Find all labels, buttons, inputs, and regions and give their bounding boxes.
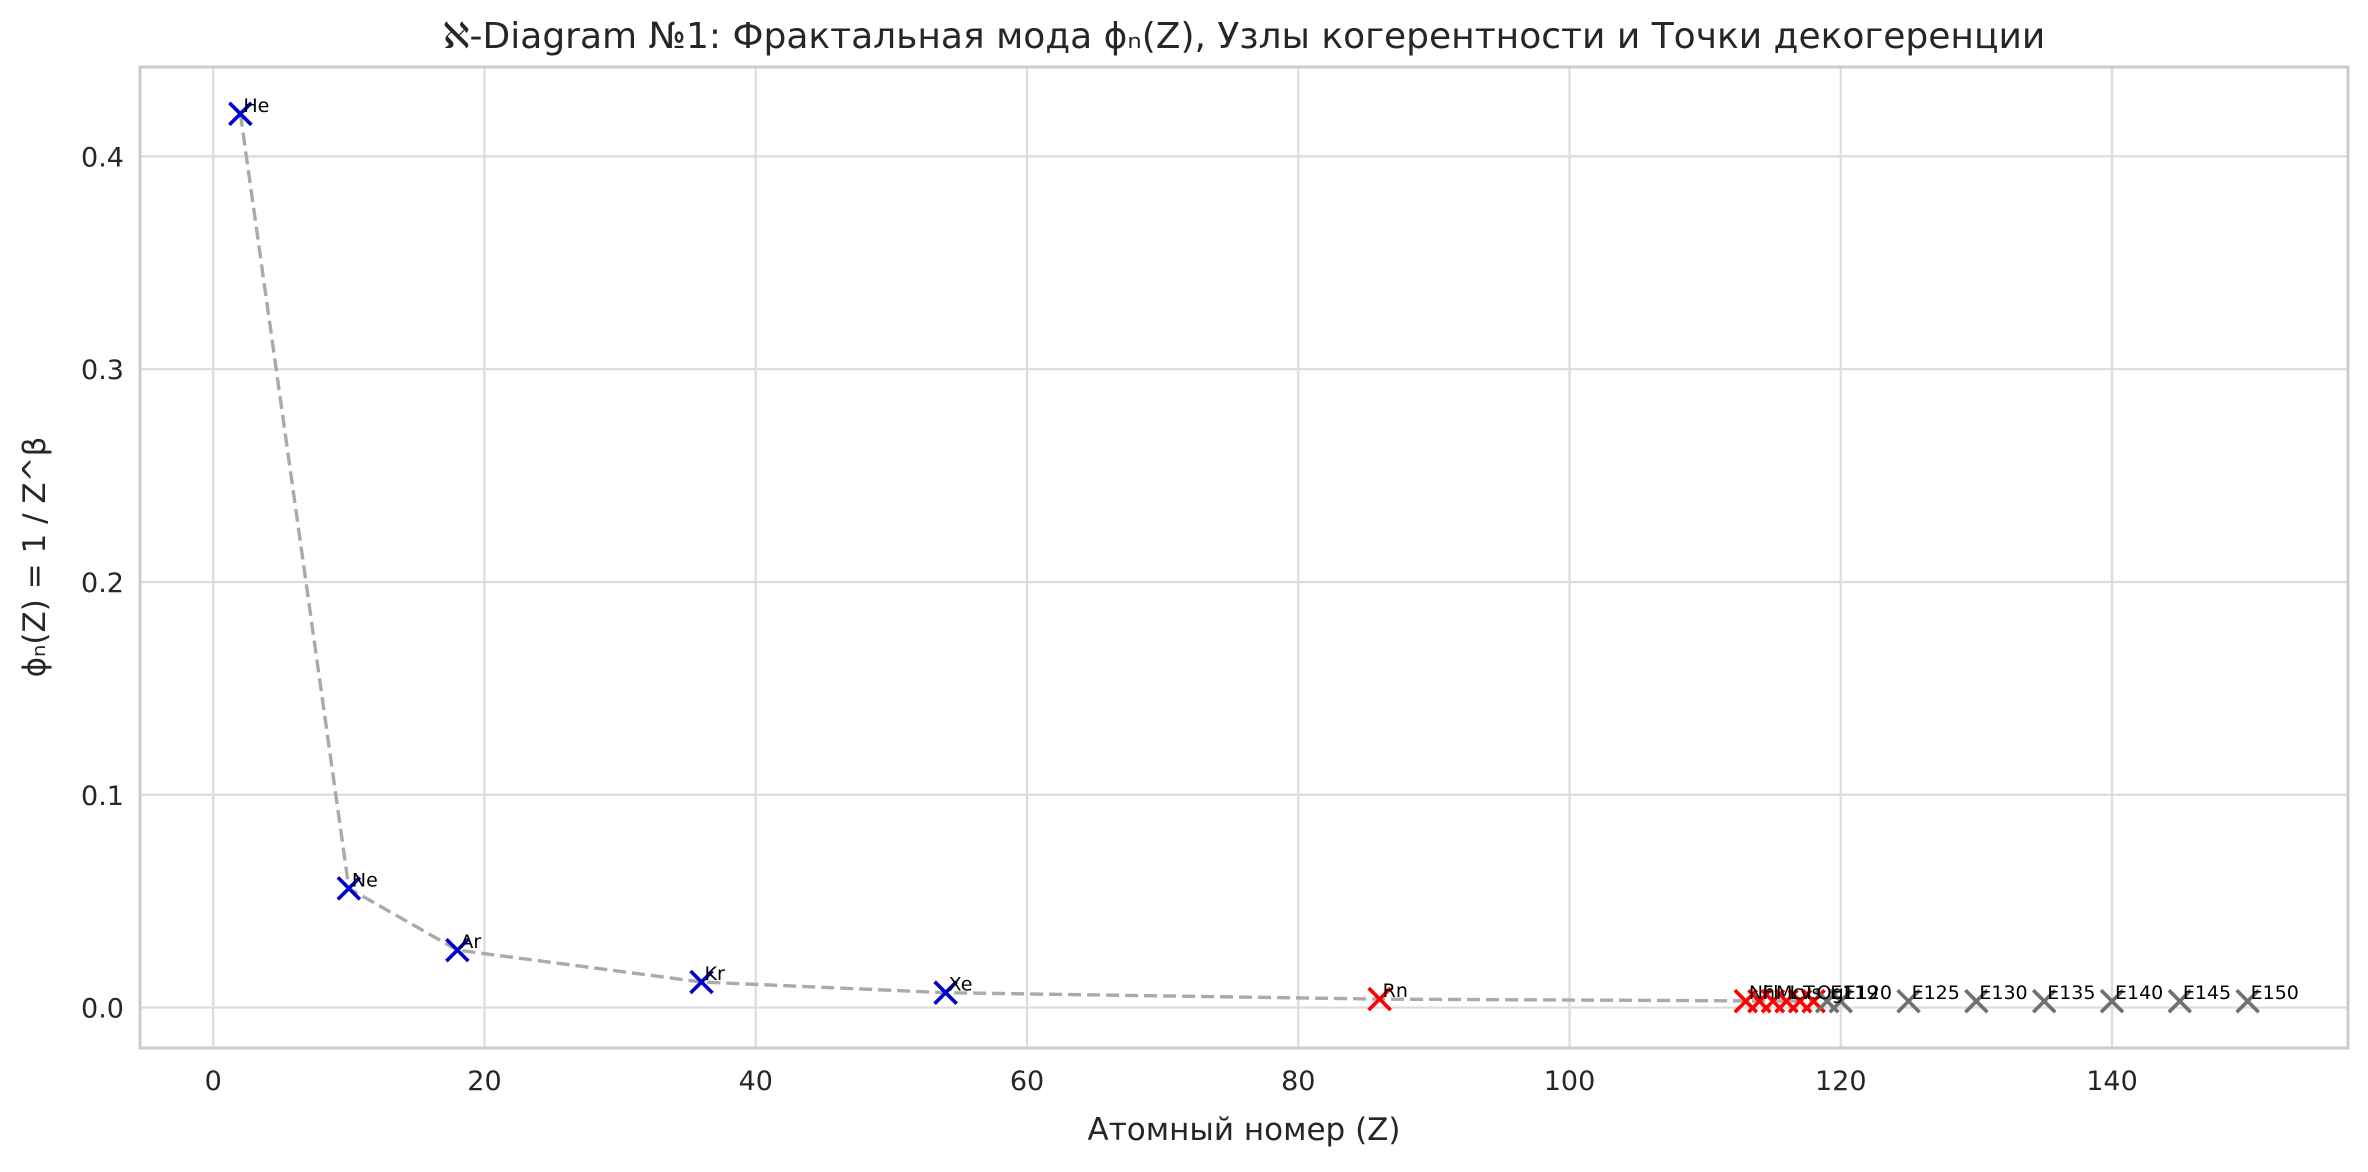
x-tick-label: 40 — [739, 1066, 773, 1097]
data-point-e135 — [2031, 988, 2057, 1014]
x-axis-ticks: 0 20 40 60 80 100 120 140 — [205, 1066, 2138, 1097]
point-label-ts: Ts — [1802, 982, 1821, 1004]
x-tick-label: 80 — [1281, 1066, 1315, 1097]
data-points — [228, 101, 2260, 1014]
point-label-e140: E140 — [2115, 982, 2163, 1004]
point-label-ne: Ne — [352, 869, 378, 891]
point-label-e135: E135 — [2047, 982, 2095, 1004]
chart-title: ℵ-Diagram №1: Фрактальная мода ϕₙ(Z), Уз… — [443, 16, 2046, 57]
point-label-ar: Ar — [460, 931, 481, 953]
point-label-e120: E120 — [1844, 982, 1892, 1004]
point-label-fl: Fl — [1762, 982, 1778, 1004]
point-label-e145: E145 — [2183, 982, 2231, 1004]
data-point-rn — [1367, 986, 1392, 1012]
y-tick-label: 0.3 — [81, 355, 124, 386]
point-label-rn: Rn — [1383, 980, 1408, 1002]
data-point-ne — [336, 876, 362, 901]
point-label-he: He — [243, 95, 269, 117]
data-point-e140 — [2099, 988, 2125, 1014]
data-point-e125 — [1896, 988, 1921, 1014]
point-label-e150: E150 — [2251, 982, 2299, 1004]
point-label-xe: Xe — [949, 974, 973, 996]
point-label-og: Og — [1817, 982, 1844, 1004]
x-tick-label: 100 — [1544, 1066, 1596, 1097]
x-tick-label: 20 — [467, 1066, 501, 1097]
point-label-mc: Mc — [1776, 982, 1803, 1004]
x-tick-label: 60 — [1010, 1066, 1044, 1097]
data-point-he — [228, 101, 253, 127]
data-point-e130 — [1964, 988, 1989, 1014]
y-tick-label: 0.4 — [81, 142, 124, 173]
grid — [140, 67, 2348, 1048]
data-point-e120 — [1828, 988, 1854, 1014]
x-tick-label: 0 — [205, 1066, 222, 1097]
data-point-xe — [933, 980, 958, 1005]
point-label-nh: Nh — [1749, 982, 1775, 1004]
point-label-kr: Kr — [704, 963, 724, 985]
point-label-e125: E125 — [1912, 982, 1960, 1004]
point-label-e130: E130 — [1979, 982, 2027, 1004]
data-point-ar — [445, 937, 470, 963]
data-point-kr — [689, 969, 714, 995]
y-axis-label: ϕₙ(Z) = 1 / Z^β — [17, 437, 53, 678]
x-axis-label: Атомный номер (Z) — [1087, 1112, 1400, 1148]
x-tick-label: 140 — [2086, 1066, 2138, 1097]
y-tick-label: 0.2 — [81, 568, 124, 599]
y-tick-label: 0.1 — [81, 781, 124, 812]
data-point-e150 — [2235, 988, 2260, 1014]
x-tick-label: 120 — [1815, 1066, 1867, 1097]
y-axis-ticks: 0.0 0.1 0.2 0.3 0.4 — [81, 142, 124, 1024]
point-label-lv: Lv — [1790, 982, 1812, 1004]
y-tick-label: 0.0 — [81, 994, 124, 1025]
data-point-e145 — [2167, 988, 2193, 1014]
plot-area-frame — [138, 65, 2350, 1050]
point-label-e119: E119 — [1830, 982, 1878, 1004]
